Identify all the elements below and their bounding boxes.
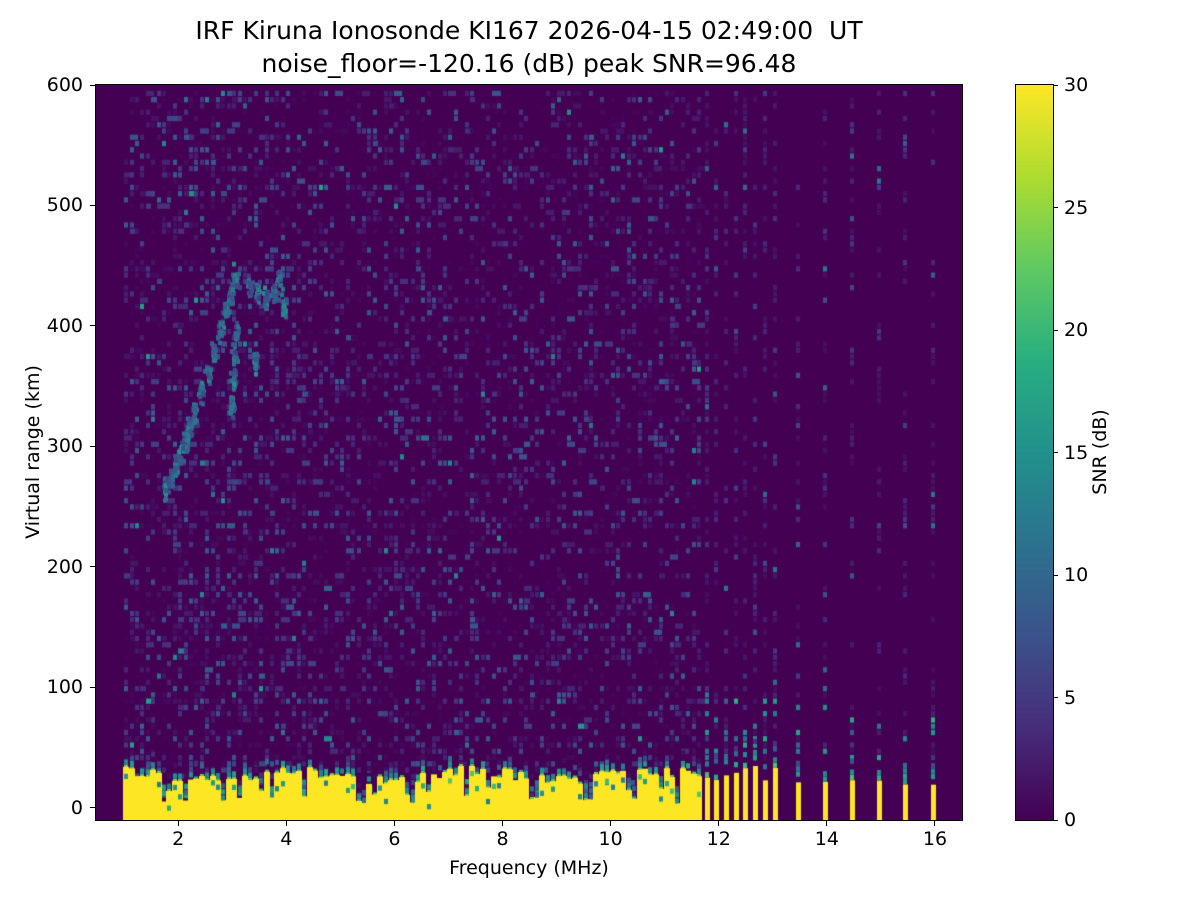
colorbar-canvas [1016, 85, 1053, 820]
plot-frame [95, 84, 963, 821]
x-axis-label: Frequency (MHz) [449, 857, 609, 879]
x-tick-label: 14 [814, 828, 839, 850]
y-tick-mark [90, 445, 95, 447]
x-tick-label: 2 [172, 828, 185, 850]
chart-title: IRF Kiruna Ionosonde KI167 2026-04-15 02… [195, 16, 863, 45]
x-axis-ticks: 2 4 6 8 10 12 14 16 [96, 821, 962, 857]
y-tick-mark [90, 686, 95, 688]
y-tick-label: 200 [46, 555, 83, 578]
x-tick-mark [177, 821, 179, 826]
x-tick-mark [826, 821, 828, 826]
ionogram-heatmap-canvas [96, 85, 962, 820]
colorbar-tick-mark [1053, 452, 1058, 453]
colorbar-tick-label: 10 [1064, 564, 1089, 586]
colorbar-tick-mark [1053, 329, 1058, 331]
y-tick-label: 100 [46, 676, 83, 699]
colorbar-tick-label: 20 [1064, 319, 1089, 341]
y-tick-mark [90, 807, 95, 809]
x-tick-mark [610, 821, 612, 826]
colorbar-tick-label: 25 [1064, 196, 1089, 219]
x-tick-mark [285, 821, 287, 826]
colorbar-tick-label: 30 [1064, 74, 1089, 96]
colorbar-tick-mark [1053, 697, 1058, 698]
colorbar-tick-label: 15 [1064, 441, 1089, 464]
y-tick-mark [90, 204, 95, 206]
colorbar-ticks: 0 5 10 15 20 25 30 [1053, 74, 1123, 831]
y-tick-mark [90, 325, 95, 327]
colorbar-label: SNR (dB) [1089, 409, 1111, 495]
y-tick-label: 300 [46, 435, 83, 458]
y-tick-mark [90, 566, 95, 568]
x-tick-label: 16 [922, 828, 948, 850]
y-tick-label: 500 [46, 194, 83, 217]
y-tick-label: 400 [46, 314, 83, 337]
x-tick-label: 8 [496, 828, 509, 850]
colorbar-tick-mark [1053, 819, 1058, 821]
colorbar-tick-label: 5 [1064, 686, 1077, 709]
colorbar-tick-mark [1053, 84, 1058, 86]
x-tick-label: 4 [280, 828, 293, 850]
y-axis-ticks: 0 100 200 300 400 500 600 [0, 74, 95, 820]
x-tick-label: 12 [706, 828, 731, 850]
y-tick-label: 600 [46, 74, 83, 96]
colorbar-tick-mark [1053, 207, 1058, 208]
y-tick-mark [90, 84, 95, 86]
x-tick-label: 10 [598, 828, 623, 850]
x-tick-mark [718, 821, 720, 826]
colorbar-tick-label: 0 [1064, 809, 1077, 831]
colorbar-tick-mark [1053, 574, 1058, 576]
x-tick-mark [502, 821, 503, 826]
x-tick-mark [393, 821, 395, 826]
y-axis-label: Virtual range (km) [22, 365, 44, 539]
x-tick-mark [934, 821, 936, 826]
x-tick-label: 6 [388, 828, 401, 850]
chart-subtitle: noise_floor=-120.16 (dB) peak SNR=96.48 [261, 49, 797, 78]
y-tick-label: 0 [70, 796, 83, 819]
